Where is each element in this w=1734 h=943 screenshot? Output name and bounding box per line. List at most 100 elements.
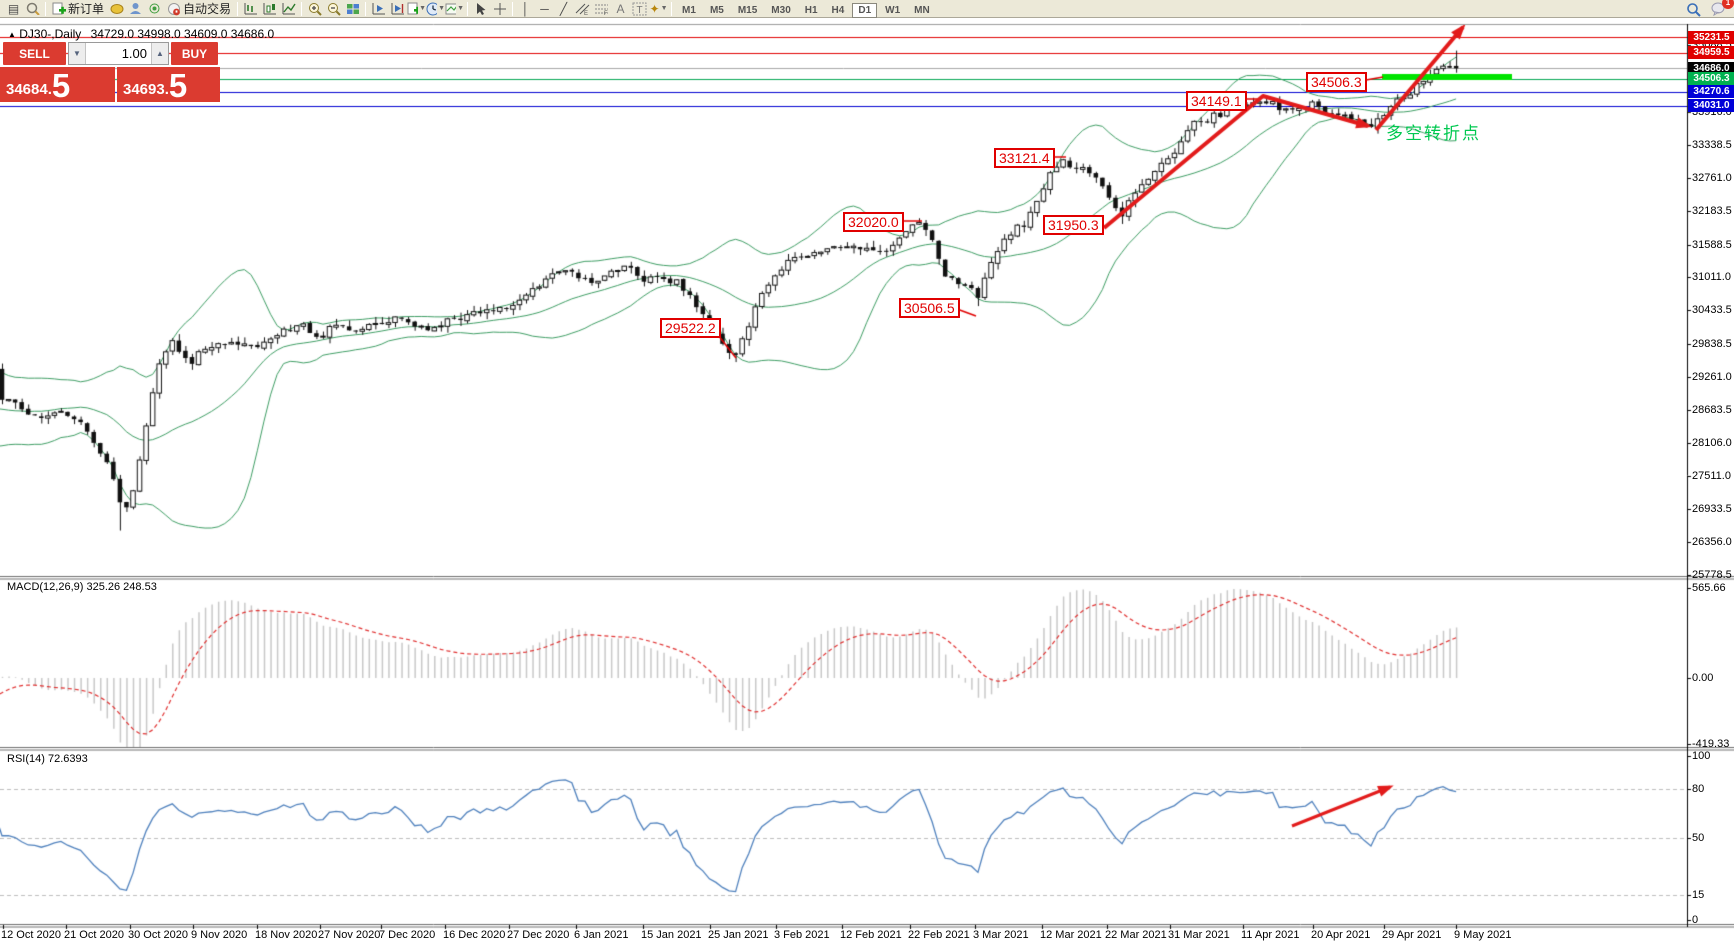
tf-button-H4[interactable]: H4 (831, 4, 845, 16)
vertical-line-icon[interactable]: │ (521, 1, 530, 16)
market-watch-icon[interactable] (107, 1, 126, 17)
sell-button[interactable]: SELL (3, 42, 66, 65)
date-axis-label: 31 Mar 2021 (1168, 929, 1230, 941)
price-axis-label: 29838.5 (1692, 338, 1732, 351)
price-axis-label: 32183.5 (1692, 204, 1732, 217)
price-axis-label: 31011.0 (1692, 271, 1731, 284)
zoom-in-icon[interactable] (305, 1, 324, 17)
periods-icon[interactable]: ▼ (426, 1, 445, 17)
text-icon[interactable]: A (616, 1, 625, 16)
chat-icon[interactable]: 1 (1709, 0, 1734, 17)
collapse-arrow-icon[interactable]: ▲ (8, 30, 16, 39)
tf-button-MN[interactable]: MN (914, 4, 930, 16)
price-level-badge: 34686.0 (1688, 61, 1734, 75)
date-axis-label: 3 Feb 2021 (774, 929, 830, 941)
buy-price[interactable]: 34693. 5 (117, 67, 220, 102)
new-chart-icon[interactable]: ▤ (7, 1, 20, 16)
symbol-period-label: DJ30-,Daily (19, 27, 82, 41)
tf-button-M30[interactable]: M30 (771, 4, 791, 16)
price-annotation-box[interactable]: 34149.1 (1186, 91, 1247, 111)
cursor-icon[interactable] (471, 1, 490, 17)
buy-button[interactable]: BUY (171, 42, 218, 65)
price-axis-label: 28106.0 (1692, 436, 1732, 449)
tile-windows-icon[interactable] (343, 1, 362, 17)
auto-scroll-icon[interactable] (369, 1, 388, 17)
trendline-icon[interactable]: ╱ (559, 1, 568, 16)
price-level-badge: 34270.6 (1688, 85, 1734, 99)
price-axis-label: 29261.0 (1692, 370, 1732, 383)
data-window-icon[interactable] (126, 1, 145, 17)
price-annotation-box[interactable]: 34506.3 (1306, 72, 1367, 92)
price-axis-label: 30433.5 (1692, 304, 1732, 317)
indicators-icon[interactable]: ▼ (407, 1, 426, 17)
label-icon[interactable]: T (630, 1, 649, 17)
fibonacci-icon[interactable]: F (592, 1, 611, 17)
price-level-badge: 34506.3 (1688, 72, 1734, 86)
chart-shift-icon[interactable] (388, 1, 407, 17)
svg-text:F: F (604, 11, 608, 15)
price-annotation-box[interactable]: 30506.5 (899, 298, 960, 318)
price-axis-label: 26933.5 (1692, 503, 1732, 516)
notification-badge: 1 (1722, 0, 1734, 9)
volume-increase-button[interactable]: ▲ (151, 43, 168, 64)
price-annotation-box[interactable]: 31950.3 (1043, 215, 1104, 235)
toolbar-separator (467, 1, 469, 16)
tf-button-M5[interactable]: M5 (709, 4, 724, 16)
svg-text:E: E (584, 11, 588, 15)
date-axis-label: 30 Oct 2020 (128, 929, 188, 941)
price-annotation-box[interactable]: 33121.4 (994, 148, 1055, 168)
volume-stepper: ▼ 1.00 ▲ (68, 42, 169, 65)
rsi-axis-label: 100 (1692, 750, 1711, 762)
date-axis-label: 29 Apr 2021 (1382, 929, 1442, 941)
toolbar-right-icons: 1 (1684, 0, 1734, 17)
line-chart-icon[interactable] (279, 1, 298, 17)
date-axis-label: 21 Oct 2020 (64, 929, 124, 941)
templates-icon[interactable]: ▼ (445, 1, 464, 17)
one-click-trade-panel: SELL ▼ 1.00 ▲ BUY 34684. 5 34693. 5 (0, 40, 220, 102)
date-axis-label: 12 Oct 2020 (1, 929, 61, 941)
sell-price[interactable]: 34684. 5 (0, 67, 115, 102)
search-icon[interactable] (1684, 1, 1703, 17)
arrows-icon[interactable]: ✦ ▼ (649, 1, 668, 16)
tf-button-D1[interactable]: D1 (852, 2, 878, 18)
date-axis-label: 3 Mar 2021 (973, 929, 1029, 941)
new-order-button[interactable]: 新订单 (49, 0, 107, 17)
tf-button-M1[interactable]: M1 (682, 4, 696, 16)
price-annotation-box[interactable]: 29522.2 (660, 318, 721, 338)
tf-button-W1[interactable]: W1 (885, 4, 901, 16)
toolbar-separator (301, 1, 303, 16)
volume-decrease-button[interactable]: ▼ (69, 43, 86, 64)
toolbar-separator (671, 1, 673, 16)
macd-axis-label: -419.33 (1692, 738, 1730, 750)
price-annotation-box[interactable]: 32020.0 (843, 212, 904, 232)
date-axis-label: 22 Mar 2021 (1105, 929, 1167, 941)
rsi-axis-label: 50 (1692, 832, 1705, 844)
date-axis-label: 11 Apr 2021 (1241, 929, 1300, 941)
price-level-badge: 34959.5 (1688, 46, 1734, 60)
rsi-indicator-label: RSI(14) 72.6393 (7, 753, 88, 765)
date-axis-label: 25 Jan 2021 (708, 929, 769, 941)
date-axis-label: 6 Jan 2021 (574, 929, 629, 941)
toolbar-separator (512, 1, 514, 16)
strategy-signal-icon[interactable] (145, 1, 164, 17)
profiles-icon[interactable] (23, 1, 42, 17)
horizontal-line-icon[interactable]: ─ (540, 1, 549, 16)
crosshair-icon[interactable] (490, 1, 509, 17)
volume-value[interactable]: 1.00 (121, 46, 147, 61)
price-axis-label: 32761.0 (1692, 171, 1732, 184)
channel-icon[interactable]: E (573, 1, 592, 17)
tf-button-M15[interactable]: M15 (737, 4, 758, 16)
tf-button-H1[interactable]: H1 (804, 4, 818, 16)
timeframe-bar: M1 M5 M15 M30 H1 H4 D1 W1 MN (675, 0, 937, 18)
price-level-badge: 35231.5 (1688, 30, 1734, 44)
toolbar-separator (365, 1, 367, 16)
candlestick-chart-icon[interactable] (260, 1, 279, 17)
date-axis-label: 22 Feb 2021 (908, 929, 970, 941)
zoom-out-icon[interactable] (324, 1, 343, 17)
date-axis-label: 9 May 2021 (1454, 929, 1512, 941)
bars-chart-icon[interactable] (241, 1, 260, 17)
autotrade-button[interactable]: 自动交易 (164, 0, 234, 17)
date-axis-label: 18 Nov 2020 (255, 929, 318, 941)
turning-point-label[interactable]: 多空转折点 (1386, 124, 1481, 143)
